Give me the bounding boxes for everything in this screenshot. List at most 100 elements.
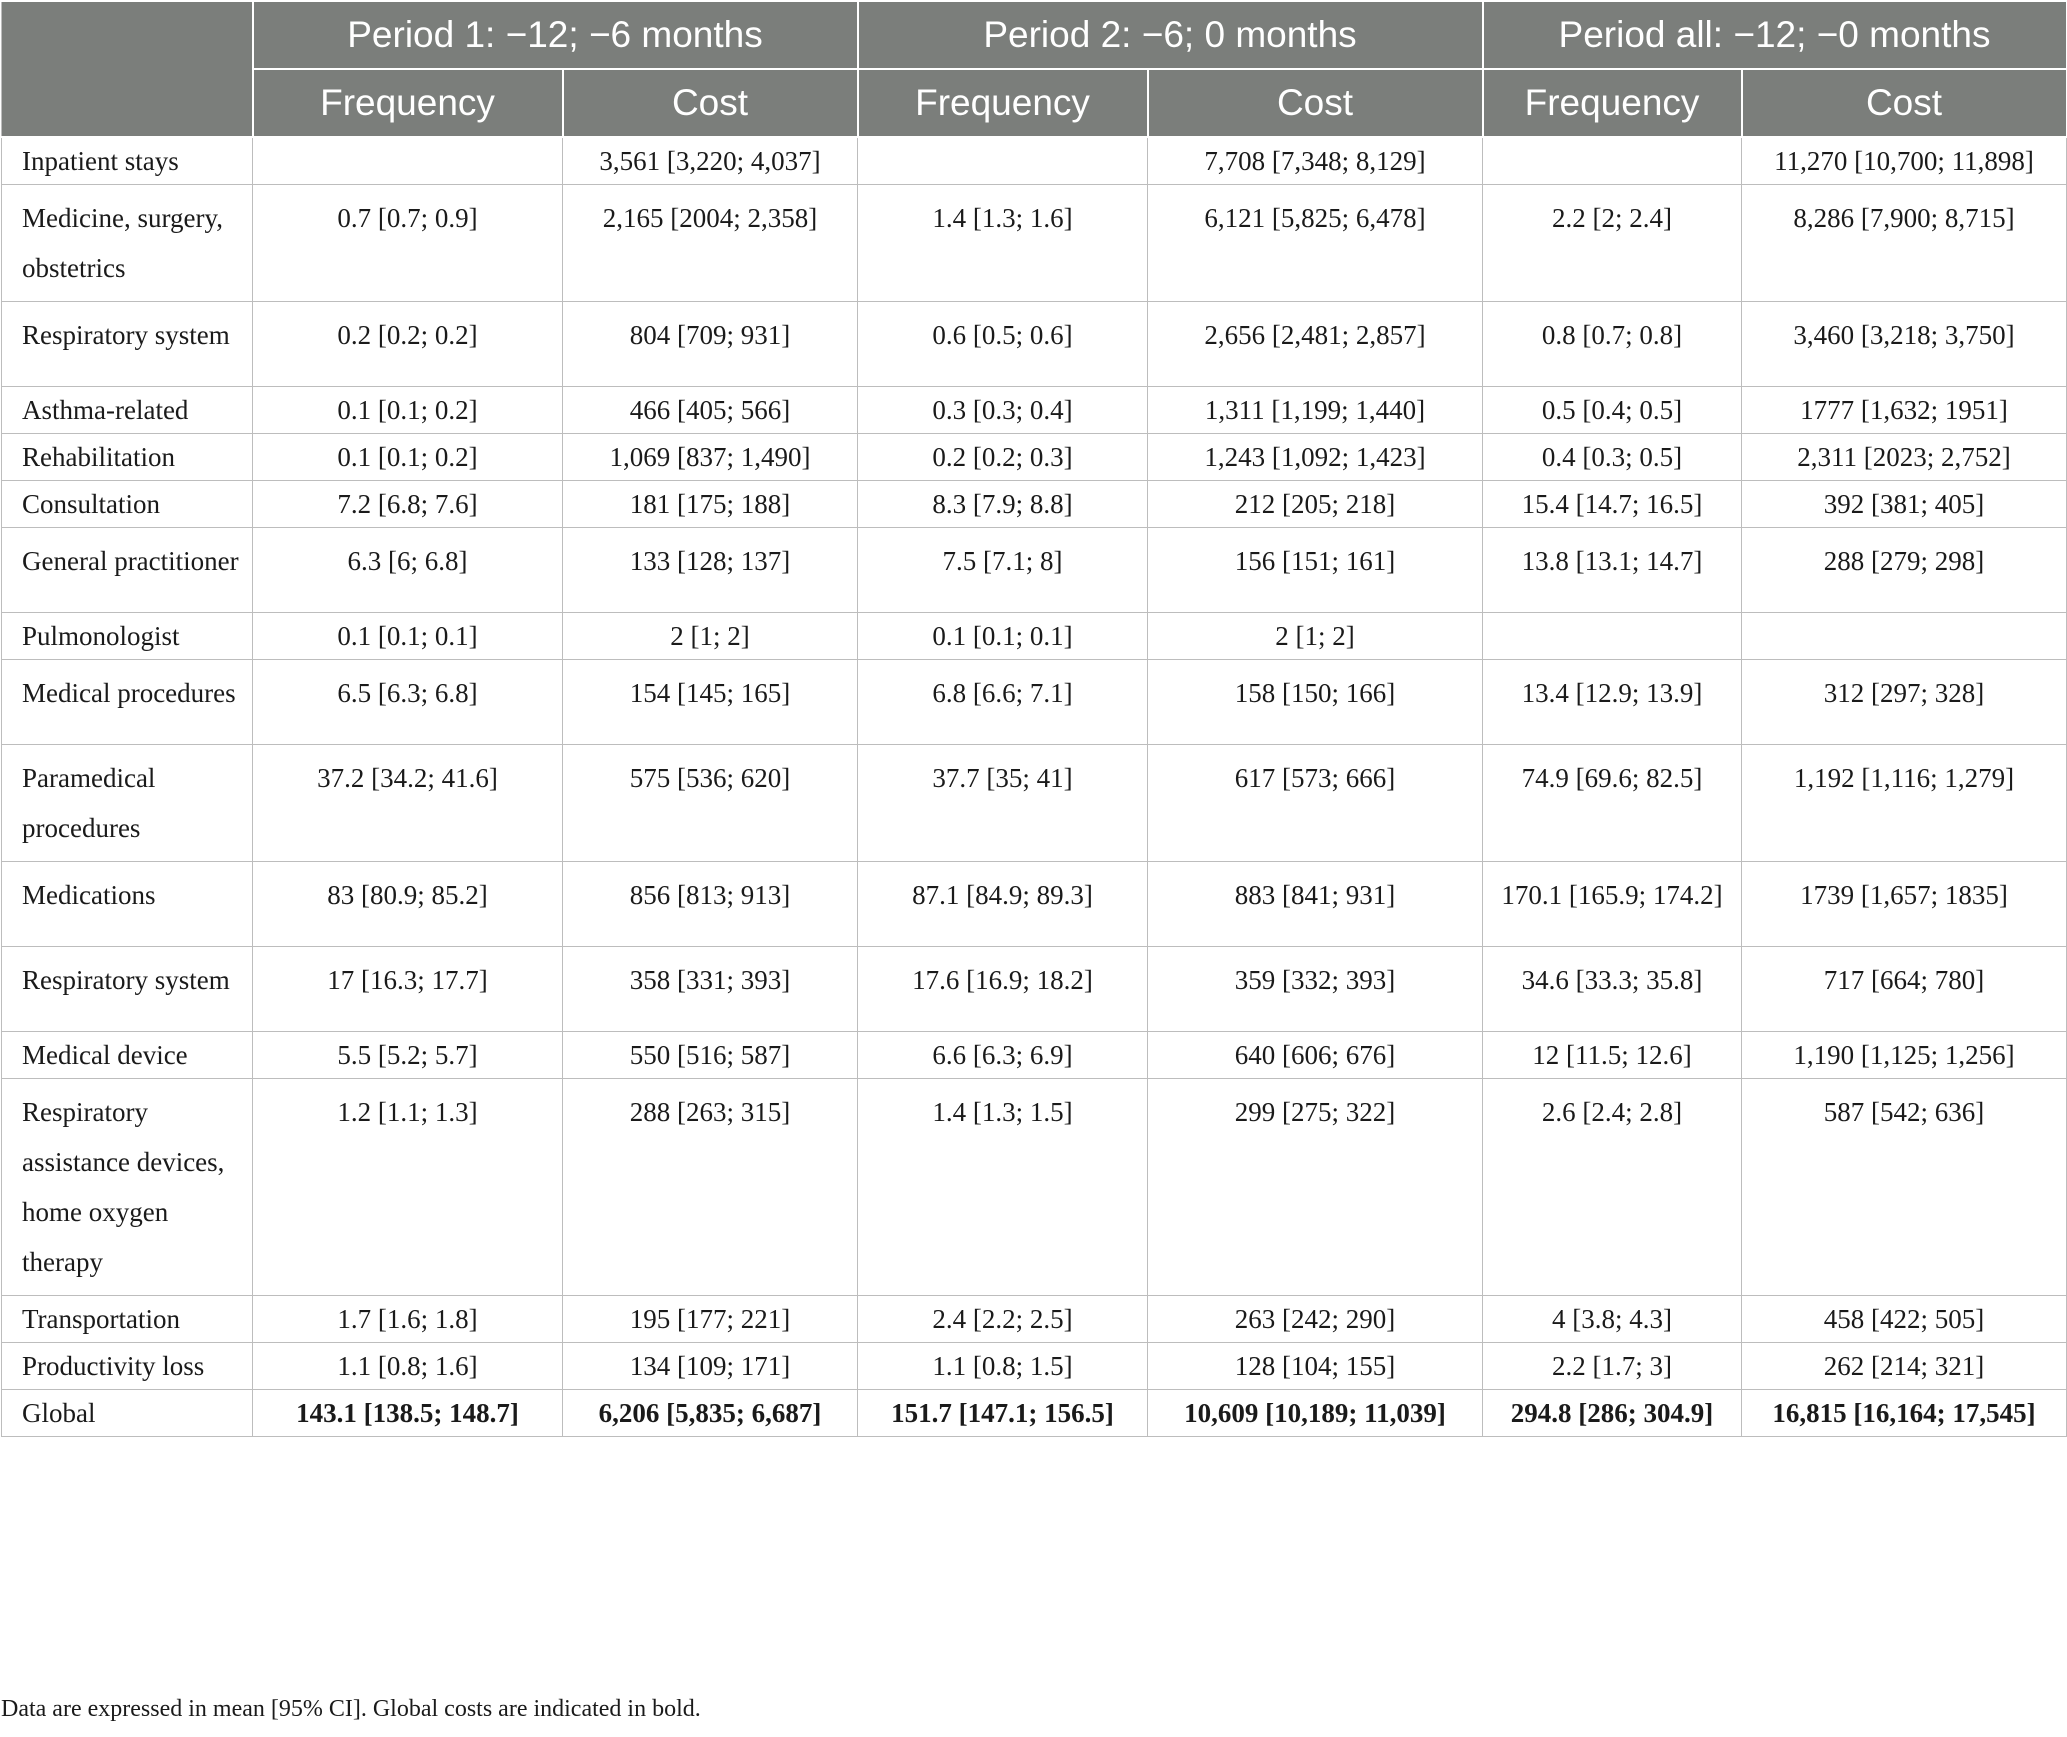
cost-cell: 158 [150; 166] <box>1147 659 1483 745</box>
row-label: General practitioner <box>1 527 253 613</box>
frequency-cell: 13.4 [12.9; 13.9] <box>1482 659 1742 745</box>
cost-cell: 2,165 [2004; 2,358] <box>562 184 858 302</box>
table-row: Medical device 5.5 [5.2; 5.7] 550 [516; 58… <box>1 1031 2067 1079</box>
cost-cell: 804 [709; 931] <box>562 301 858 387</box>
header-cost: Cost <box>561 68 859 138</box>
frequency-cell: 4 [3.8; 4.3] <box>1482 1295 1742 1343</box>
frequency-cell: 7.2 [6.8; 7.6] <box>252 480 563 528</box>
row-label: Paramedical procedures <box>1 744 253 862</box>
cost-cell: 262 [214; 321] <box>1741 1342 2067 1390</box>
cost-cell: 6,206 [5,835; 6,687] <box>562 1389 858 1437</box>
frequency-cell: 1.4 [1.3; 1.5] <box>857 1078 1148 1296</box>
frequency-cell: 0.4 [0.3; 0.5] <box>1482 433 1742 481</box>
row-label: Medical device <box>1 1031 253 1079</box>
frequency-cell: 6.3 [6; 6.8] <box>252 527 563 613</box>
cost-cell: 16,815 [16,164; 17,545] <box>1741 1389 2067 1437</box>
frequency-cell <box>1482 136 1742 185</box>
row-label: Global <box>1 1389 253 1437</box>
cost-cell: 1,190 [1,125; 1,256] <box>1741 1031 2067 1079</box>
header-cost: Cost <box>1146 68 1484 138</box>
row-label: Rehabilitation <box>1 433 253 481</box>
cost-cell: 7,708 [7,348; 8,129] <box>1147 136 1483 185</box>
cost-cell: 1739 [1,657; 1835] <box>1741 861 2067 947</box>
cost-cell: 458 [422; 505] <box>1741 1295 2067 1343</box>
frequency-cell: 12 [11.5; 12.6] <box>1482 1031 1742 1079</box>
frequency-cell <box>252 136 563 185</box>
cost-cell: 575 [536; 620] <box>562 744 858 862</box>
table-row: Pulmonologist 0.1 [0.1; 0.1] 2 [1; 2] 0.1 [… <box>1 612 2067 660</box>
header-row-periods: Period 1: −12; −6 months Period 2: −6; 0… <box>1 0 2067 138</box>
cost-cell: 11,270 [10,700; 11,898] <box>1741 136 2067 185</box>
cost-cell: 288 [263; 315] <box>562 1078 858 1296</box>
table-row: Asthma-related 0.1 [0.1; 0.2] 466 [405; 56… <box>1 386 2067 434</box>
header-cost: Cost <box>1740 68 2067 138</box>
cost-cell: 3,561 [3,220; 4,037] <box>562 136 858 185</box>
frequency-cell: 0.5 [0.4; 0.5] <box>1482 386 1742 434</box>
table-row: Respiratory assistance devices, home oxy… <box>1 1078 2067 1296</box>
cost-cell <box>1741 612 2067 660</box>
frequency-cell: 37.2 [34.2; 41.6] <box>252 744 563 862</box>
header-row-measures: Frequency Cost Frequency Cost Frequency … <box>2 68 2067 138</box>
frequency-cell <box>857 136 1148 185</box>
frequency-cell: 0.6 [0.5; 0.6] <box>857 301 1148 387</box>
frequency-cell: 1.7 [1.6; 1.8] <box>252 1295 563 1343</box>
frequency-cell: 6.5 [6.3; 6.8] <box>252 659 563 745</box>
cost-cell: 128 [104; 155] <box>1147 1342 1483 1390</box>
table-row: General practitioner 6.3 [6; 6.8] 133 [128… <box>1 527 2067 613</box>
frequency-cell: 87.1 [84.9; 89.3] <box>857 861 1148 947</box>
frequency-cell: 294.8 [286; 304.9] <box>1482 1389 1742 1437</box>
cost-cell: 195 [177; 221] <box>562 1295 858 1343</box>
cost-cell: 212 [205; 218] <box>1147 480 1483 528</box>
table-row: Rehabilitation 0.1 [0.1; 0.2] 1,069 [837; … <box>1 433 2067 481</box>
frequency-cell: 1.4 [1.3; 1.6] <box>857 184 1148 302</box>
frequency-cell: 34.6 [33.3; 35.8] <box>1482 946 1742 1032</box>
frequency-cell <box>1482 612 1742 660</box>
cost-cell: 181 [175; 188] <box>562 480 858 528</box>
frequency-cell: 0.1 [0.1; 0.2] <box>252 386 563 434</box>
frequency-cell: 83 [80.9; 85.2] <box>252 861 563 947</box>
row-label: Respiratory system <box>1 301 253 387</box>
cost-cell: 392 [381; 405] <box>1741 480 2067 528</box>
cost-cell: 288 [279; 298] <box>1741 527 2067 613</box>
cost-cell: 299 [275; 322] <box>1147 1078 1483 1296</box>
cost-cell: 1,069 [837; 1,490] <box>562 433 858 481</box>
row-label: Respiratory system <box>1 946 253 1032</box>
frequency-cell: 5.5 [5.2; 5.7] <box>252 1031 563 1079</box>
frequency-cell: 0.7 [0.7; 0.9] <box>252 184 563 302</box>
header-blank-cell <box>1 0 254 138</box>
cost-cell: 2 [1; 2] <box>562 612 858 660</box>
cost-cell: 1777 [1,632; 1951] <box>1741 386 2067 434</box>
header-frequency: Frequency <box>251 68 564 138</box>
row-label: Transportation <box>1 1295 253 1343</box>
cost-cell: 10,609 [10,189; 11,039] <box>1147 1389 1483 1437</box>
frequency-cell: 0.2 [0.2; 0.2] <box>252 301 563 387</box>
table-row: Medicine, surgery, obstetrics 0.7 [0.7; 0… <box>1 184 2067 302</box>
header-period-1: Period 1: −12; −6 months <box>251 0 859 70</box>
frequency-cell: 13.8 [13.1; 14.7] <box>1482 527 1742 613</box>
frequency-cell: 37.7 [35; 41] <box>857 744 1148 862</box>
frequency-cell: 0.8 [0.7; 0.8] <box>1482 301 1742 387</box>
table-row: Consultation 7.2 [6.8; 7.6] 181 [175; 188]… <box>1 480 2067 528</box>
frequency-cell: 0.1 [0.1; 0.2] <box>252 433 563 481</box>
header-frequency: Frequency <box>856 68 1149 138</box>
frequency-cell: 0.2 [0.2; 0.3] <box>857 433 1148 481</box>
cost-table: Period 1: −12; −6 months Period 2: −6; 0… <box>1 0 2067 1437</box>
frequency-cell: 143.1 [138.5; 148.7] <box>252 1389 563 1437</box>
table-row: Medications 83 [80.9; 85.2] 856 [813; 913]… <box>1 861 2067 947</box>
table-row: Global 143.1 [138.5; 148.7] 6,206 [5,835; … <box>1 1389 2067 1437</box>
row-label: Inpatient stays <box>1 136 253 185</box>
cost-cell: 883 [841; 931] <box>1147 861 1483 947</box>
cost-cell: 154 [145; 165] <box>562 659 858 745</box>
cost-cell: 617 [573; 666] <box>1147 744 1483 862</box>
row-label: Medications <box>1 861 253 947</box>
frequency-cell: 17.6 [16.9; 18.2] <box>857 946 1148 1032</box>
frequency-cell: 17 [16.3; 17.7] <box>252 946 563 1032</box>
cost-cell: 133 [128; 137] <box>562 527 858 613</box>
cost-cell: 856 [813; 913] <box>562 861 858 947</box>
frequency-cell: 74.9 [69.6; 82.5] <box>1482 744 1742 862</box>
frequency-cell: 2.6 [2.4; 2.8] <box>1482 1078 1742 1296</box>
table-header: Period 1: −12; −6 months Period 2: −6; 0… <box>1 0 2067 138</box>
row-label: Medicine, surgery, obstetrics <box>1 184 253 302</box>
row-label: Medical procedures <box>1 659 253 745</box>
frequency-cell: 0.1 [0.1; 0.1] <box>857 612 1148 660</box>
